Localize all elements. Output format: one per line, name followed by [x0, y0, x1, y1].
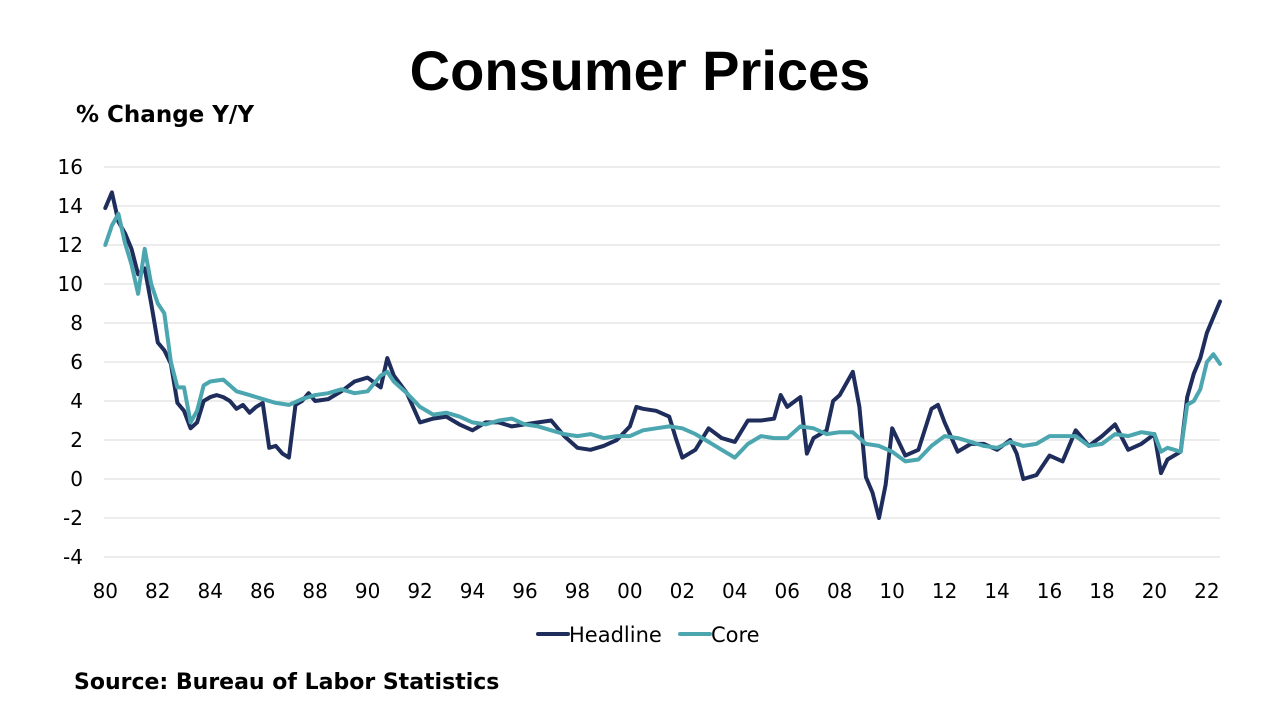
y-tick-label: 8 — [70, 311, 83, 335]
x-tick-label: 00 — [617, 579, 642, 603]
x-tick-label: 08 — [827, 579, 852, 603]
legend-label-core: Core — [711, 623, 760, 647]
y-tick-label: 0 — [70, 467, 83, 491]
chart-title: Consumer Prices — [409, 39, 871, 102]
x-tick-label: 88 — [302, 579, 327, 603]
series-line-headline — [103, 190, 1222, 520]
x-tick-label: 82 — [145, 579, 170, 603]
y-tick-label: 4 — [70, 389, 83, 413]
y-tick-label: -4 — [63, 545, 83, 569]
y-tick-label: 2 — [70, 428, 83, 452]
x-tick-label: 20 — [1142, 579, 1167, 603]
x-tick-label: 12 — [932, 579, 957, 603]
y-axis-ticks: -4 -2 0 2 4 6 8 10 12 14 16 — [58, 155, 83, 569]
x-tick-label: 14 — [984, 579, 1009, 603]
series-line-core — [103, 211, 1222, 464]
source-note: Source: Bureau of Labor Statistics — [74, 670, 500, 695]
x-tick-label: 84 — [197, 579, 222, 603]
y-tick-label: 6 — [70, 350, 83, 374]
gridlines — [104, 166, 1220, 558]
x-tick-label: 98 — [565, 579, 590, 603]
y-axis-label: % Change Y/Y — [76, 102, 254, 128]
x-tick-label: 80 — [93, 579, 118, 603]
x-tick-label: 22 — [1194, 579, 1219, 603]
x-tick-label: 10 — [879, 579, 904, 603]
y-tick-label: -2 — [63, 506, 83, 530]
y-tick-label: 12 — [58, 233, 83, 257]
x-tick-label: 02 — [670, 579, 695, 603]
series-lines — [103, 190, 1222, 520]
x-tick-label: 16 — [1037, 579, 1062, 603]
x-tick-label: 92 — [407, 579, 432, 603]
y-tick-label: 14 — [58, 194, 83, 218]
x-tick-label: 86 — [250, 579, 275, 603]
x-tick-label: 06 — [775, 579, 800, 603]
x-tick-label: 96 — [512, 579, 537, 603]
x-tick-label: 18 — [1089, 579, 1114, 603]
x-tick-label: 94 — [460, 579, 485, 603]
legend: Headline Core — [536, 623, 760, 647]
y-tick-label: 10 — [58, 272, 83, 296]
x-tick-label: 04 — [722, 579, 747, 603]
legend-label-headline: Headline — [569, 623, 662, 647]
y-tick-label: 16 — [58, 155, 83, 179]
x-axis-ticks: 80 82 84 86 88 90 92 94 96 98 00 02 04 06 08 10 12 14 16 18… — [93, 579, 1220, 603]
x-tick-label: 90 — [355, 579, 380, 603]
